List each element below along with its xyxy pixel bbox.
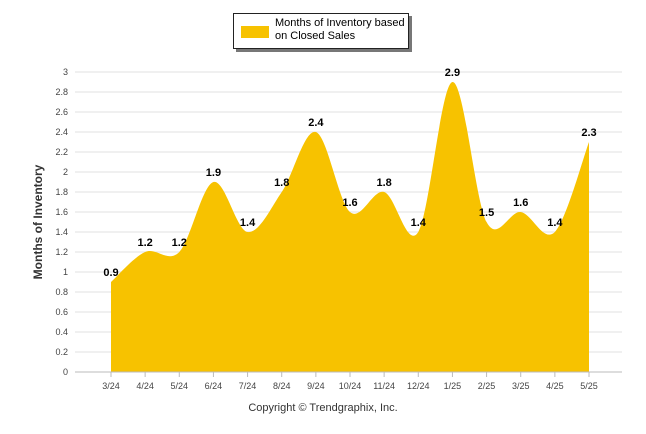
data-label: 1.6	[513, 197, 528, 209]
y-tick-label: 1.2	[55, 247, 68, 257]
data-label: 1.2	[137, 237, 152, 249]
y-tick-label: 2.2	[55, 147, 68, 157]
legend-label: Months of Inventory based on Closed Sale…	[275, 17, 405, 42]
data-label: 1.4	[547, 217, 563, 229]
x-tick-label: 3/25	[512, 381, 530, 391]
y-tick-label: 0.6	[55, 307, 68, 317]
data-label: 1.6	[342, 197, 357, 209]
x-tick-label: 12/24	[407, 381, 430, 391]
data-label: 1.5	[479, 207, 494, 219]
data-label: 0.9	[103, 267, 118, 279]
y-tick-label: 1.4	[55, 227, 68, 237]
x-tick-label: 11/24	[373, 381, 395, 391]
y-tick-label: 0.2	[55, 347, 68, 357]
y-tick-label: 1.6	[55, 207, 68, 217]
data-label: 1.2	[172, 237, 187, 249]
area-series	[111, 81, 589, 373]
data-label: 1.4	[411, 217, 427, 229]
legend-swatch	[241, 26, 269, 38]
x-tick-label: 2/25	[478, 381, 496, 391]
y-tick-label: 2	[63, 167, 68, 177]
y-tick-label: 2.6	[55, 107, 68, 117]
data-label: 1.8	[376, 177, 391, 189]
data-label: 2.4	[308, 117, 324, 129]
x-tick-label: 4/24	[136, 381, 154, 391]
data-label: 1.9	[206, 167, 221, 179]
x-tick-label: 1/25	[444, 381, 462, 391]
y-tick-label: 0	[63, 367, 68, 377]
data-label: 2.3	[581, 127, 596, 139]
x-tick-label: 5/24	[171, 381, 189, 391]
y-tick-label: 0.8	[55, 287, 68, 297]
x-tick-label: 8/24	[273, 381, 291, 391]
x-tick-label: 5/25	[580, 381, 598, 391]
y-axis-title: Months of Inventory	[31, 164, 45, 279]
x-tick-label: 3/24	[102, 381, 120, 391]
y-tick-label: 1.8	[55, 187, 68, 197]
y-tick-label: 0.4	[55, 327, 68, 337]
copyright-footer: Copyright © Trendgraphix, Inc.	[248, 402, 398, 414]
data-label: 2.9	[445, 67, 460, 79]
legend: Months of Inventory based on Closed Sale…	[233, 13, 409, 49]
y-tick-label: 1	[63, 267, 68, 277]
y-tick-label: 3	[63, 67, 68, 77]
data-labels: 0.9 1.2 1.2 1.9 1.4 1.8 2.4 1.6 1.8 1.4 2.9 1.5 1.6 1…	[103, 67, 596, 279]
y-axis-ticks: 0 0.2 0.4 0.6 0.8 1 1.2 1.4 1.6 1.8 2 2.2 2.4 2.6 2.8 3	[55, 67, 68, 377]
data-label: 1.4	[240, 217, 256, 229]
x-tick-label: 9/24	[307, 381, 325, 391]
x-tick-label: 10/24	[339, 381, 362, 391]
x-tick-label: 6/24	[205, 381, 223, 391]
y-tick-label: 2.4	[55, 127, 68, 137]
data-label: 1.8	[274, 177, 289, 189]
x-tick-label: 7/24	[239, 381, 257, 391]
y-tick-label: 2.8	[55, 87, 68, 97]
x-tick-label: 4/25	[546, 381, 564, 391]
x-axis-ticks: 3/24 4/24 5/24 6/24 7/24 8/24 9/24 10/24 11/24 12…	[102, 372, 598, 391]
